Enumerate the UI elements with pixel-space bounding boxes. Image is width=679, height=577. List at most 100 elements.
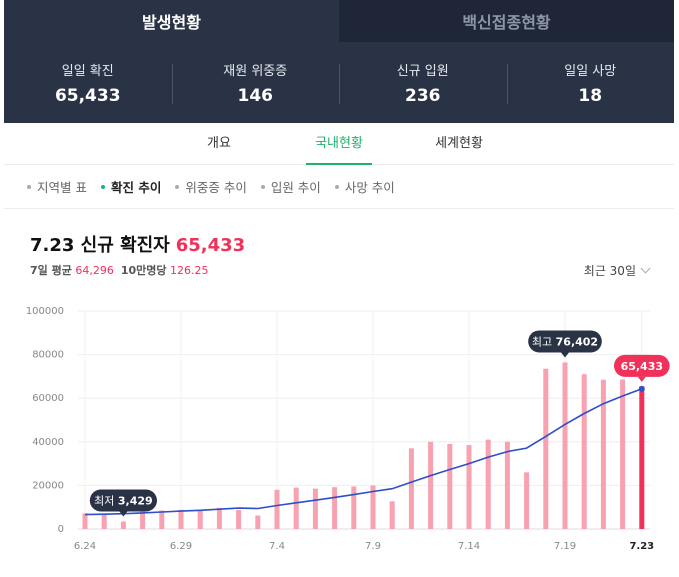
y-tick-label: 100000 (26, 306, 64, 317)
stat-daily-deaths: 일일 사망 18 (506, 60, 675, 106)
bar (351, 486, 357, 529)
bar (504, 441, 510, 529)
min-tooltip-value: 3,429 (118, 495, 153, 508)
chart-title-value: 65,433 (175, 235, 246, 256)
avg-label: 7일 평균 (30, 264, 72, 277)
status-panel: 발생현황 백신접종현황 일일 확진 65,433 재원 위중증 146 신규 입… (4, 0, 674, 123)
menu-item-label: 지역별 표 (37, 180, 87, 195)
stat-label: 일일 확진 (61, 63, 114, 79)
bar (101, 513, 107, 529)
bar (120, 521, 126, 529)
max-tooltip-label: 최고 (532, 335, 556, 348)
x-tick-label: 7.9 (365, 541, 381, 552)
bar (274, 489, 280, 529)
bar (82, 513, 88, 529)
menu-item-region-table[interactable]: 지역별 표 (27, 177, 87, 196)
chart-menu: 지역별 표 확진 추이 위중증 추이 입원 추이 사망 추이 (4, 165, 674, 209)
bullet-icon (175, 184, 180, 189)
menu-item-critical-trend[interactable]: 위중증 추이 (175, 177, 247, 196)
min-tooltip-text: 최저 3,429 (94, 495, 153, 508)
stat-value: 146 (237, 85, 274, 106)
stat-label: 일일 사망 (564, 63, 617, 79)
bar (447, 443, 453, 529)
stat-new-admission: 신규 입원 236 (339, 60, 507, 106)
bar (524, 472, 530, 529)
per-100k-label: 10만명당 (120, 264, 167, 277)
y-tick-label: 20000 (32, 480, 64, 491)
per-100k-value: 126.25 (170, 264, 209, 277)
bar (639, 386, 645, 529)
tab-outbreak-status[interactable]: 발생현황 (4, 0, 339, 42)
bar (332, 487, 338, 529)
bar (140, 509, 146, 529)
bar (581, 374, 587, 529)
bar (236, 510, 242, 529)
x-tick-label: 6.29 (170, 541, 192, 552)
chart-title: 7.23 신규 확진자 65,433 (30, 231, 245, 257)
bar (293, 487, 299, 529)
bar (620, 379, 626, 529)
bar (485, 439, 491, 529)
chevron-down-icon (640, 263, 651, 274)
bar (389, 501, 395, 529)
max-tooltip-pointer (561, 352, 569, 358)
bar (408, 448, 414, 529)
menu-item-admission-trend[interactable]: 입원 추이 (260, 177, 321, 196)
menu-item-death-trend[interactable]: 사망 추이 (334, 177, 395, 196)
stat-value: 65,433 (54, 85, 121, 106)
bar (178, 509, 184, 529)
avg-value: 64,296 (75, 264, 114, 277)
tab-domestic[interactable]: 국내현황 (279, 123, 399, 165)
bar (159, 510, 165, 529)
stat-daily-confirmed: 일일 확진 65,433 (4, 60, 172, 106)
menu-item-confirmed-trend[interactable]: 확진 추이 (100, 177, 162, 196)
menu-item-label: 위중증 추이 (185, 180, 247, 195)
bar (255, 515, 261, 529)
stat-value: 236 (405, 85, 441, 106)
bar (600, 379, 606, 529)
x-tick-label: 6.24 (74, 541, 96, 552)
bullet-icon (100, 184, 105, 189)
min-tooltip-label: 최저 (94, 495, 118, 508)
period-dropdown[interactable]: 최근 30일 (584, 262, 651, 279)
line-end-point (638, 385, 645, 392)
x-tick-label: 7.23 (629, 541, 654, 552)
y-tick-label: 80000 (32, 350, 64, 361)
bullet-icon (27, 184, 31, 189)
max-tooltip-value: 76,402 (556, 335, 598, 348)
menu-item-label: 입원 추이 (270, 180, 321, 195)
average-line (84, 388, 643, 516)
bar (312, 488, 318, 529)
bar (370, 485, 376, 529)
chart-title-text: 7.23 신규 확진자 (30, 235, 170, 256)
y-tick-label: 40000 (32, 437, 64, 448)
x-tick-label: 7.4 (269, 541, 285, 552)
bar (428, 441, 434, 529)
top-tabs: 발생현황 백신접종현황 (4, 0, 674, 42)
bar (216, 507, 222, 529)
latest-tooltip-pointer (637, 376, 646, 382)
latest-tooltip-text: 65,433 (621, 360, 663, 373)
chart-subtitle: 7일 평균 64,296 10만명당 126.25 (30, 262, 209, 278)
stat-label: 신규 입원 (396, 63, 449, 79)
tab-vaccination-status[interactable]: 백신접종현황 (339, 0, 674, 42)
bar (562, 362, 568, 529)
menu-item-label: 사망 추이 (344, 180, 395, 195)
latest-tooltip-bubble (614, 354, 670, 377)
x-tick-label: 7.14 (458, 541, 480, 552)
menu-item-label: 확진 추이 (110, 180, 162, 195)
tab-overview[interactable]: 개요 (207, 136, 231, 151)
x-tick-label: 7.19 (554, 541, 576, 552)
tab-world[interactable]: 세계현황 (435, 136, 483, 151)
stat-value: 18 (578, 85, 603, 106)
max-tooltip-text: 최고 76,402 (532, 335, 598, 348)
bullet-icon (260, 184, 265, 189)
max-tooltip-bubble (528, 330, 602, 353)
y-tick-label: 60000 (32, 393, 64, 404)
bar (197, 509, 203, 529)
bar (466, 445, 472, 529)
y-tick-label: 0 (58, 524, 64, 535)
confirmed-chart: 0 20000 40000 60000 80000 100000 6.24 6.29 7.4 7.… (26, 306, 670, 552)
bullet-icon (334, 184, 339, 189)
stat-critical: 재원 위중증 146 (171, 60, 340, 106)
